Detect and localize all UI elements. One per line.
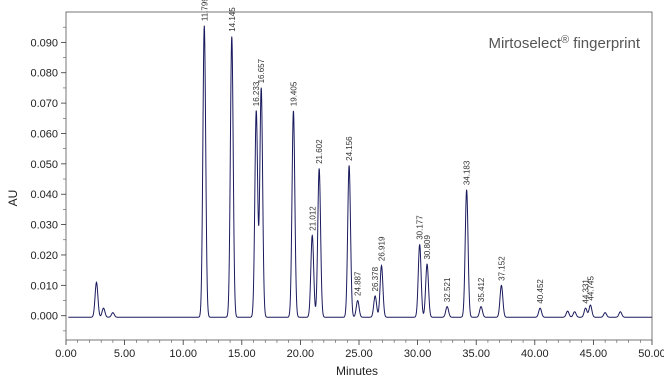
peak-label: 30.809 — [423, 235, 432, 260]
peak-label: 44.745 — [586, 276, 595, 301]
peak-label: 21.602 — [315, 139, 324, 164]
peak-label: 19.405 — [289, 81, 298, 106]
x-tick-label: 5.00 — [114, 348, 135, 360]
x-axis: 0.00 5.00 10.00 15.00 20.00 25.00 30.00 35.00 40… — [55, 340, 664, 360]
peak-label: 32.521 — [443, 277, 452, 302]
x-tick-label: 35.00 — [462, 348, 490, 360]
x-tick-label: 10.00 — [169, 348, 197, 360]
y-tick-label: 0.090 — [30, 37, 58, 49]
peak-label: 14.145 — [228, 7, 237, 32]
peak-label: 40.452 — [536, 279, 545, 304]
peak-label: 44.331 — [582, 279, 591, 304]
peak-label: 34.183 — [463, 160, 472, 185]
y-tick-label: 0.020 — [30, 250, 58, 262]
y-tick-label: 0.030 — [30, 220, 58, 232]
chromatogram-trace — [68, 25, 652, 318]
x-tick-label: 45.00 — [580, 348, 608, 360]
peak-label: 35.412 — [477, 277, 486, 302]
peak-label: 26.378 — [371, 266, 380, 291]
x-tick-label: 15.00 — [228, 348, 256, 360]
x-tick-label: 30.00 — [404, 348, 432, 360]
x-tick-label: 0.00 — [55, 348, 76, 360]
peak-label: 16.657 — [257, 58, 266, 83]
peak-label: 24.156 — [345, 136, 354, 161]
y-tick-label: 0.010 — [30, 280, 58, 292]
peak-label: 16.233 — [252, 81, 261, 106]
registered-mark: ® — [561, 34, 569, 46]
y-axis: 0.000 0.010 0.020 0.030 0.040 0.050 0.060 0.070… — [30, 26, 66, 332]
y-tick-label: 0.000 — [30, 311, 58, 323]
x-tick-label: 50.00 — [638, 348, 664, 360]
y-tick-label: 0.050 — [30, 159, 58, 171]
peak-label: 11.799 — [200, 0, 209, 21]
plot-frame — [65, 11, 653, 341]
peak-label: 21.012 — [308, 206, 317, 231]
peak-label: 26.919 — [377, 236, 386, 261]
chart-title: Mirtoselect® fingerprint — [488, 34, 640, 52]
x-axis-title: Minutes — [336, 364, 378, 378]
y-tick-label: 0.060 — [30, 128, 58, 140]
peak-label: 24.887 — [354, 271, 363, 296]
y-tick-label: 0.070 — [30, 98, 58, 110]
peak-label: 30.177 — [416, 215, 425, 240]
x-tick-label: 40.00 — [521, 348, 549, 360]
chart-title-suffix: fingerprint — [569, 35, 641, 52]
y-tick-label: 0.080 — [30, 68, 58, 80]
y-tick-label: 0.040 — [30, 189, 58, 201]
y-axis-title: AU — [6, 190, 20, 207]
x-tick-label: 20.00 — [287, 348, 315, 360]
peak-label: 37.152 — [497, 256, 506, 281]
x-tick-label: 25.00 — [345, 348, 373, 360]
